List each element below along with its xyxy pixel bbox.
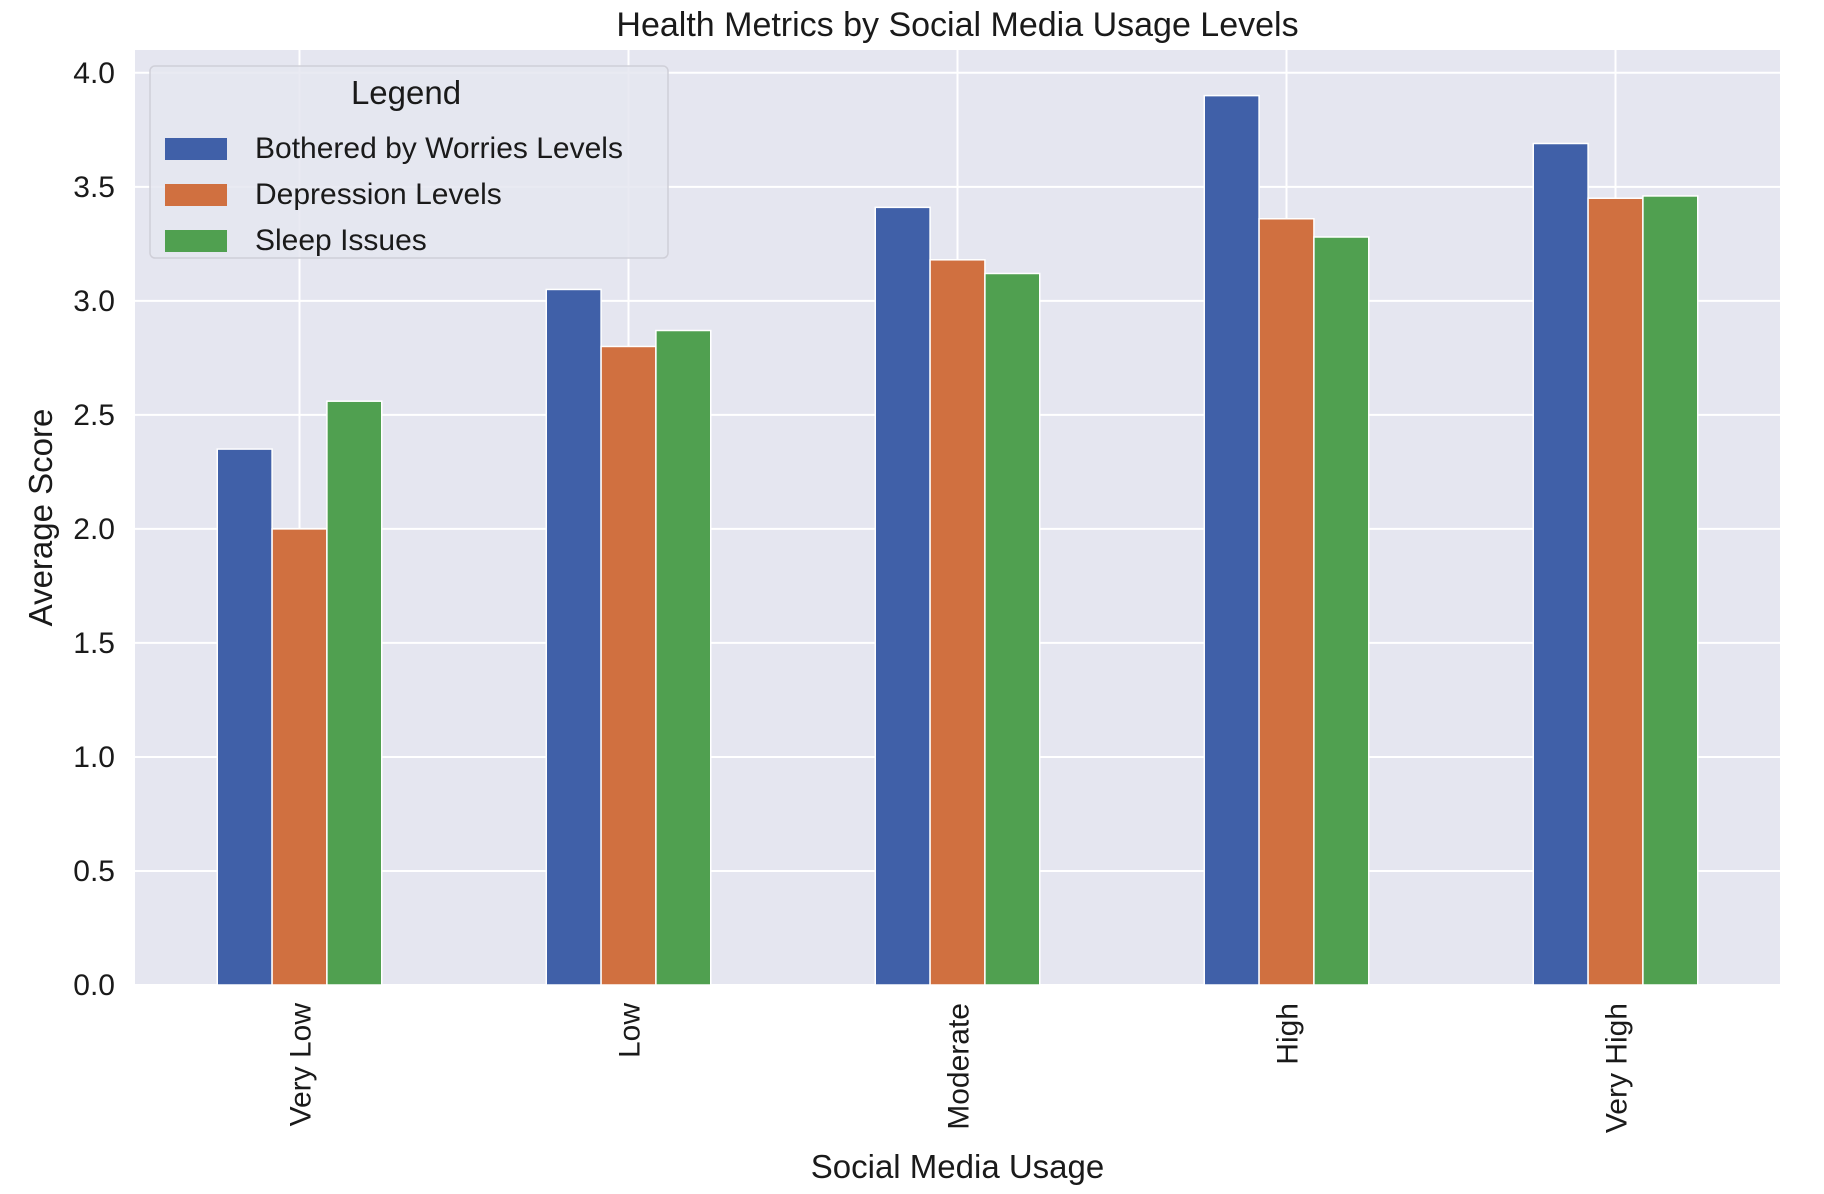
bar-sleep-issues-very-high: [1642, 195, 1699, 986]
bar-bothered-by-worries-levels-low: [545, 288, 602, 986]
y-tick-label: 1.0: [73, 741, 115, 774]
x-tick-label: Very High: [1601, 1003, 1634, 1133]
legend: Legend Bothered by Worries Levels Depress…: [149, 65, 669, 259]
bar-sleep-issues-high: [1313, 236, 1370, 986]
legend-title: Legend: [351, 74, 461, 111]
bar-depression-levels-very-low: [271, 528, 328, 986]
legend-items: Bothered by Worries Levels Depression Lev…: [165, 132, 623, 257]
y-tick-label: 4.0: [73, 57, 115, 90]
y-tick-label: 0.5: [73, 855, 115, 888]
y-tick-label: 3.0: [73, 285, 115, 318]
legend-entry-label: Sleep Issues: [255, 224, 427, 257]
bar-depression-levels-high: [1258, 218, 1315, 986]
y-tick-label: 1.5: [73, 627, 115, 660]
legend-swatch: [165, 184, 227, 206]
bar-depression-levels-very-high: [1587, 197, 1644, 986]
chart-title: Health Metrics by Social Media Usage Lev…: [616, 6, 1298, 44]
y-tick-label: 2.5: [73, 399, 115, 432]
legend-box: [149, 65, 669, 259]
y-tick-label: 0.0: [73, 969, 115, 1002]
legend-swatch: [165, 230, 227, 252]
y-tick-label: 2.0: [73, 513, 115, 546]
bar-bothered-by-worries-levels-high: [1203, 94, 1260, 986]
bar-sleep-issues-low: [655, 329, 712, 986]
x-tick-labels: Very Low Low Moderate High Very High: [285, 1003, 1634, 1133]
legend-entry-label: Depression Levels: [255, 178, 502, 211]
y-tick-labels: 0.0 0.5 1.0 1.5 2.0 2.5 3.0 3.5 4.0: [73, 57, 115, 1002]
x-axis-label: Social Media Usage: [811, 1148, 1105, 1185]
bars: [216, 94, 1699, 986]
bar-sleep-issues-moderate: [984, 272, 1041, 986]
x-tick-label: High: [1272, 1003, 1305, 1065]
x-tick-label: Low: [614, 1003, 647, 1058]
x-tick-label: Very Low: [285, 1003, 318, 1127]
bar-depression-levels-low: [600, 345, 657, 986]
y-tick-label: 3.5: [73, 171, 115, 204]
y-axis-label: Average Score: [22, 409, 59, 627]
bar-bothered-by-worries-levels-very-low: [216, 448, 273, 986]
legend-swatch: [165, 138, 227, 160]
bar-depression-levels-moderate: [929, 259, 986, 986]
bar-bothered-by-worries-levels-very-high: [1532, 142, 1589, 986]
x-tick-label: Moderate: [943, 1003, 976, 1130]
legend-entry-label: Bothered by Worries Levels: [255, 132, 623, 165]
bar-bothered-by-worries-levels-moderate: [874, 206, 931, 986]
bar-sleep-issues-very-low: [326, 400, 383, 986]
